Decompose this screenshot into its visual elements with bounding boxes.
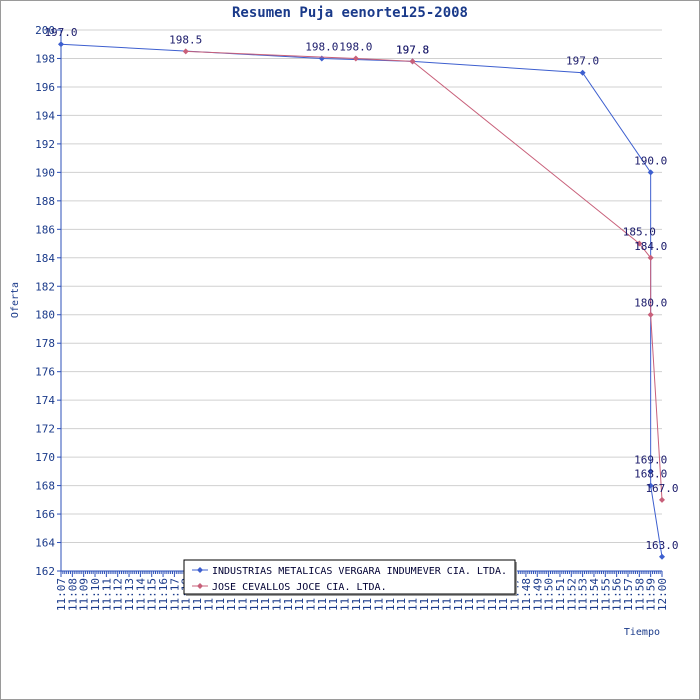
y-tick-label: 196 <box>35 81 55 94</box>
y-tick-label: 184 <box>35 252 55 265</box>
y-tick-label: 188 <box>35 195 55 208</box>
y-tick-label: 168 <box>35 480 55 493</box>
x-tick-label: 11:17 <box>168 578 181 611</box>
y-tick-label: 200 <box>35 24 55 37</box>
data-point <box>579 69 586 76</box>
x-tick-label: 11:51 <box>554 578 567 611</box>
y-tick-label: 174 <box>35 394 55 407</box>
data-label: 197.8 <box>396 43 429 56</box>
data-point <box>409 58 416 65</box>
x-tick-label: 11:16 <box>157 578 170 611</box>
legend-swatch-marker <box>197 567 203 573</box>
legend-entry-label: INDUSTRIAS METALICAS VERGARA INDUMEVER C… <box>212 566 507 577</box>
data-point <box>659 496 665 503</box>
y-tick-label: 192 <box>35 138 55 151</box>
x-tick-label: 11:56 <box>611 578 624 611</box>
x-axis-label: Tiempo <box>624 627 660 638</box>
x-tick-label: 11:10 <box>89 578 102 611</box>
x-tick-label: 11:55 <box>599 578 612 611</box>
x-tick-label: 11:48 <box>520 578 533 611</box>
y-axis-label: Oferta <box>10 282 21 318</box>
y-tick-labels: 162 164 166 168 170 172 174 176 178 180 182 184 186 1… <box>35 24 61 578</box>
data-point <box>182 48 189 55</box>
x-tick-label: 11:09 <box>78 578 91 611</box>
data-label: 197.8 <box>396 43 429 56</box>
x-tick-label: 11:13 <box>123 578 136 611</box>
chart-title: Resumen Puja eenorte125-2008 <box>232 5 468 21</box>
data-label: 197.0 <box>566 55 599 68</box>
x-tick-label: 12:00 <box>656 578 669 611</box>
x-tick-label: 11:52 <box>565 578 578 611</box>
data-label: 190.0 <box>634 154 667 167</box>
y-tick-label: 170 <box>35 451 55 464</box>
x-tick-label: 11:14 <box>134 578 147 611</box>
y-tick-label: 166 <box>35 508 55 521</box>
y-tick-label: 162 <box>35 565 55 578</box>
data-point <box>352 55 359 62</box>
data-label: 180.0 <box>634 297 667 310</box>
y-tick-label: 182 <box>35 280 55 293</box>
data-point <box>647 169 654 176</box>
legend-swatch-marker <box>197 583 203 589</box>
data-point <box>647 311 654 318</box>
data-point <box>647 482 654 489</box>
x-tick-label: 11:50 <box>543 578 556 611</box>
y-tick-label: 178 <box>35 337 55 350</box>
data-point <box>659 553 665 560</box>
data-label: 198.5 <box>169 33 202 46</box>
x-tick-label: 11:58 <box>633 578 646 611</box>
data-label: 169.0 <box>634 453 667 466</box>
data-label: 168.0 <box>634 468 667 481</box>
y-tick-label: 180 <box>35 309 55 322</box>
data-label: 185.0 <box>623 226 656 239</box>
data-label: 167.0 <box>645 482 678 495</box>
y-tick-label: 186 <box>35 223 55 236</box>
legend-entry-label: JOSE CEVALLOS JOCE CIA. LTDA. <box>212 582 387 593</box>
y-tick-label: 198 <box>35 52 55 65</box>
x-tick-label: 11:07 <box>55 578 68 611</box>
y-tick-label: 194 <box>35 109 55 122</box>
x-tick-label: 11:57 <box>622 578 635 611</box>
y-tick-label: 164 <box>35 537 55 550</box>
data-label: 197.0 <box>44 26 77 39</box>
x-tick-label: 11:08 <box>66 578 79 611</box>
series-group: 197.0 198.0 197.8 197.0 190.0 169.0 168.0 163.0… <box>44 26 679 560</box>
data-label: 198.0 <box>305 40 338 53</box>
data-label: 163.0 <box>645 539 678 552</box>
plot-area <box>61 30 662 571</box>
data-point <box>647 254 654 261</box>
x-tick-label: 11:11 <box>100 578 113 611</box>
x-tick-label: 11:59 <box>645 578 658 611</box>
legend-box <box>183 559 516 595</box>
y-tick-label: 176 <box>35 366 55 379</box>
data-point <box>58 41 64 48</box>
data-label: 198.0 <box>339 40 372 53</box>
x-tick-label: 11:12 <box>112 578 125 611</box>
x-tick-label: 11:49 <box>531 578 544 611</box>
x-tick-label: 11:53 <box>577 578 590 611</box>
legend: INDUSTRIAS METALICAS VERGARA INDUMEVER C… <box>183 559 517 596</box>
data-point <box>636 240 643 247</box>
x-tick-label: 11:54 <box>588 578 601 611</box>
y-tick-label: 190 <box>35 166 55 179</box>
data-label: 184.0 <box>634 240 667 253</box>
x-tick-label: 11:15 <box>146 578 159 611</box>
grid <box>61 29 662 572</box>
y-tick-label: 172 <box>35 423 55 436</box>
data-point <box>647 468 654 475</box>
